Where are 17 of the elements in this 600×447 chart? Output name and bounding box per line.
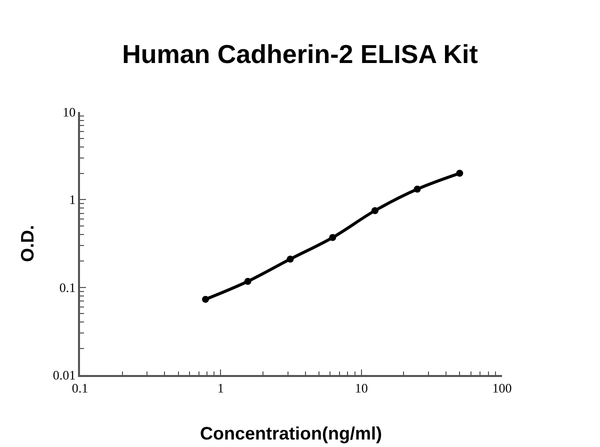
y-tick-label: 0.1 [59,280,76,295]
x-tick-label: 100 [492,380,512,396]
point [329,234,336,242]
point [202,296,209,303]
point [371,207,378,214]
x-axis-title: Concentration(ng/ml) [200,424,382,444]
point [244,278,252,285]
y-axis-title: O.D. [18,224,38,262]
point [414,186,421,193]
x-tick-label: 10 [354,380,368,396]
point [286,256,294,263]
y-tick-label: 1 [69,192,76,208]
chart-title: Human Cadherin-2 ELISA Kit [122,38,478,69]
point [456,170,464,177]
x-tick-label: 1 [217,380,224,396]
y-tick-label: 0.01 [52,368,76,383]
y-tick-label: 10 [62,104,76,120]
